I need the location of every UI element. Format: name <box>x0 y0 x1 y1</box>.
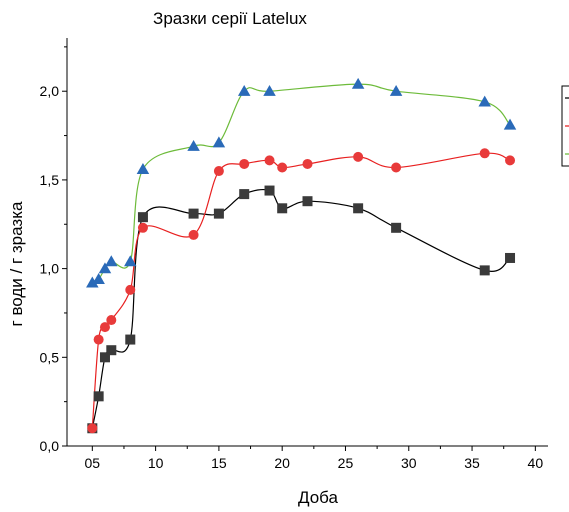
y-tick-label: 2,0 <box>40 83 60 99</box>
axes <box>66 38 548 447</box>
series-3-point <box>263 84 276 96</box>
series-2-point <box>264 155 275 166</box>
series-1-point <box>125 334 136 345</box>
y-tick-label: 0,5 <box>40 349 60 365</box>
x-tick-label: 40 <box>528 455 544 471</box>
y-tick-label: 0,0 <box>40 438 60 454</box>
series-2-point <box>391 162 402 173</box>
series-2-point <box>99 322 110 333</box>
series-2-point <box>125 284 136 295</box>
series-1-point <box>188 208 199 219</box>
x-tick-label: 25 <box>338 455 354 471</box>
y-tick-label: 1,5 <box>40 172 60 188</box>
x-tick-label: 35 <box>464 455 480 471</box>
series-3-point <box>389 84 403 96</box>
series-1-point <box>239 189 250 200</box>
legend <box>561 85 569 167</box>
series-3-point <box>351 77 365 89</box>
series-1-point <box>391 222 402 233</box>
series-2-point <box>87 423 98 434</box>
series-2-point <box>353 151 364 162</box>
y-axis-label: г води / г зразка <box>7 201 26 326</box>
series-1-point <box>213 208 224 219</box>
series-2-point <box>302 158 313 169</box>
series-3-point <box>478 95 491 107</box>
x-ticks: 05 10 15 20 25 30 35 40 <box>85 446 544 471</box>
series-2-point <box>137 222 148 233</box>
series-1-point <box>93 391 104 402</box>
series-3-point <box>92 273 105 284</box>
x-tick-label: 10 <box>148 455 164 471</box>
series-3-point <box>105 255 118 267</box>
y-tick-label: 1,0 <box>40 261 60 277</box>
series-1-point <box>302 196 313 207</box>
series-3-point <box>98 262 112 274</box>
series-1-point <box>277 203 288 214</box>
y-ticks: 0,0 0,5 1,0 1,5 2,0 <box>40 46 67 454</box>
series-1-point <box>479 265 490 276</box>
x-axis-label: Доба <box>298 488 339 507</box>
x-tick-label: 15 <box>211 455 227 471</box>
series-2-point <box>505 155 516 166</box>
series-3-point <box>237 84 251 96</box>
series-2-curve <box>91 152 511 429</box>
series-1-point <box>353 203 364 214</box>
series-1-point <box>264 185 275 196</box>
series-1-point <box>106 345 117 356</box>
series-1-curve <box>91 188 511 429</box>
chart-title: Зразки серії Latelux <box>153 9 307 28</box>
x-tick-label: 30 <box>401 455 417 471</box>
series-1-point <box>137 212 148 223</box>
x-tick-label: 05 <box>85 455 101 471</box>
series-1-point <box>99 352 110 363</box>
series-3-point <box>187 139 200 151</box>
series-2-point <box>106 315 117 326</box>
series-3-point <box>136 163 150 174</box>
x-tick-label: 20 <box>274 455 290 471</box>
series-2-point <box>479 148 490 159</box>
series-2-point <box>188 229 199 240</box>
series-curves <box>91 83 511 429</box>
series-2-point <box>213 166 224 177</box>
series-3-point <box>124 255 137 267</box>
series-3-point <box>86 276 99 288</box>
series-2-point <box>93 334 104 345</box>
series-markers <box>86 77 517 434</box>
series-3-curve <box>92 83 511 284</box>
series-3-point <box>503 118 517 130</box>
series-3-point <box>212 136 226 148</box>
series-2-point <box>239 158 250 169</box>
series-1-point <box>505 252 516 263</box>
series-2-point <box>277 162 288 173</box>
